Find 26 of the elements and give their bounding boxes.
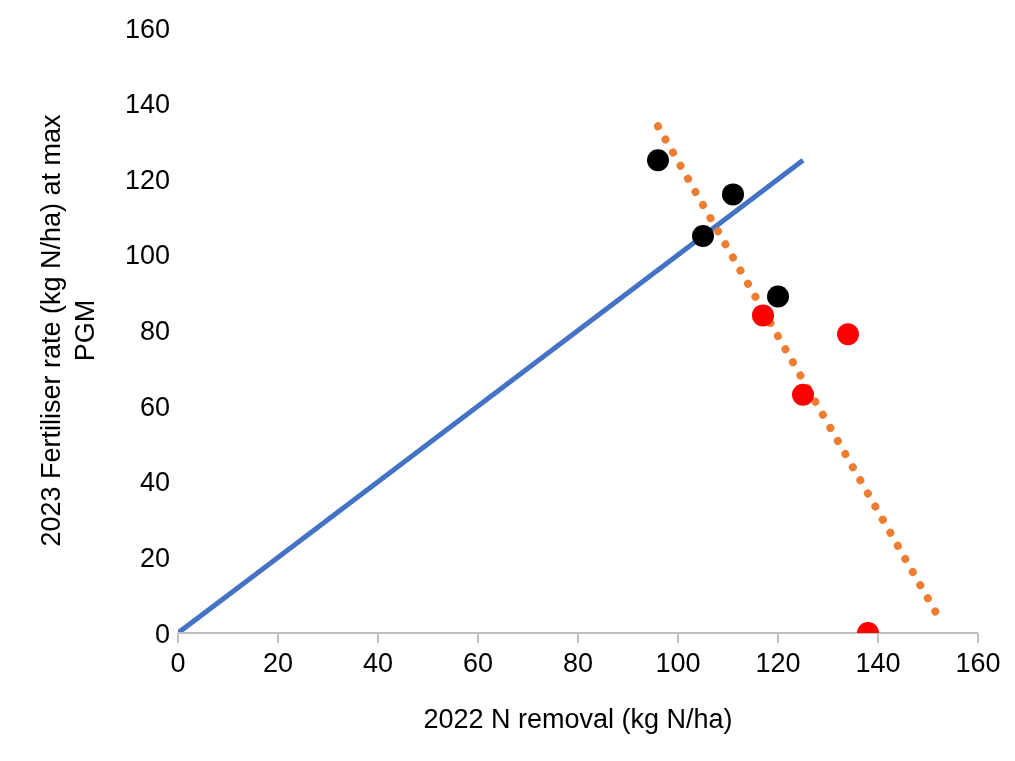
- point: [692, 224, 714, 247]
- x-tick-label: 160: [955, 648, 1001, 679]
- x-tick-label: 140: [855, 648, 901, 679]
- x-tick-label: 100: [655, 648, 701, 679]
- y-axis-title: 2023 Fertiliser rate (kg N/ha) at max PGM: [36, 113, 100, 547]
- x-tick-label: 60: [462, 648, 494, 679]
- point: [647, 149, 669, 172]
- y-tick-label: 20: [139, 542, 170, 573]
- x-tick-label: 80: [562, 648, 594, 679]
- y-tick-label: 40: [139, 467, 170, 498]
- point: [767, 285, 789, 308]
- point: [722, 183, 744, 206]
- point: [837, 323, 859, 346]
- y-tick-label: 140: [124, 89, 170, 120]
- y-tick-label: 80: [139, 316, 170, 347]
- y-tick-label: 160: [124, 13, 170, 44]
- y-tick-label: 100: [124, 240, 170, 271]
- x-tick-label: 40: [362, 648, 394, 679]
- x-tick-label: 120: [755, 648, 801, 679]
- point: [752, 304, 774, 327]
- x-axis-title: 2022 N removal (kg N/ha): [423, 704, 733, 734]
- y-tick-label: 120: [124, 164, 170, 195]
- y-tick-label: 0: [154, 618, 170, 649]
- x-tick-label: 20: [262, 648, 294, 679]
- y-tick-label: 60: [139, 391, 170, 422]
- point: [792, 383, 814, 406]
